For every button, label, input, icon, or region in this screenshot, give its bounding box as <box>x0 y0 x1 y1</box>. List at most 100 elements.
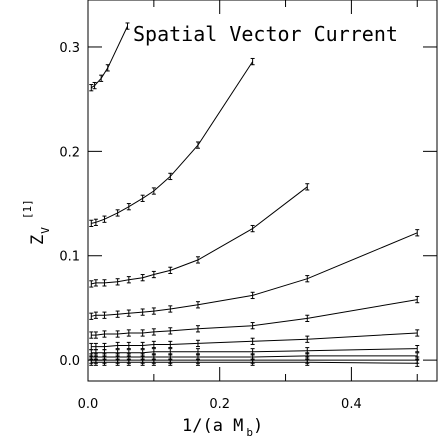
data-point <box>305 335 310 343</box>
data-point <box>102 358 107 366</box>
series-line <box>91 348 418 354</box>
data-point <box>151 307 156 315</box>
series-line <box>91 361 418 364</box>
data-point <box>305 314 310 323</box>
plot-frame <box>87 0 438 382</box>
data-point <box>93 279 98 287</box>
data-point <box>93 311 98 319</box>
y-tick-label: 0.0 <box>59 354 80 369</box>
y-tick-label: 0.1 <box>59 250 80 265</box>
data-point <box>126 276 131 284</box>
data-point <box>93 218 98 226</box>
y-axis-label-main: Z <box>28 235 48 245</box>
data-point <box>102 311 107 319</box>
data-point <box>89 331 94 339</box>
data-point <box>305 358 310 366</box>
series-1 <box>89 22 130 92</box>
data-point <box>89 84 94 92</box>
y-tick-label: 0.2 <box>59 145 80 160</box>
data-point <box>93 331 98 339</box>
x-tick-label: 0.4 <box>341 397 362 412</box>
data-point <box>168 340 173 349</box>
data-point <box>105 64 110 72</box>
data-point <box>250 224 255 233</box>
series-line <box>91 25 128 89</box>
data-point <box>126 309 131 317</box>
data-point <box>415 359 420 367</box>
chart-title: Spatial Vector Current <box>133 22 398 46</box>
axis-ticks <box>87 0 437 381</box>
data-point <box>195 301 200 309</box>
data-point <box>140 308 145 316</box>
series-6 <box>89 329 420 351</box>
x-axis-label-main: 1/(a M <box>182 416 243 436</box>
data-point <box>126 341 131 350</box>
data-point <box>115 358 120 366</box>
data-point <box>151 340 156 349</box>
data-point <box>195 358 200 366</box>
series-7 <box>89 345 420 357</box>
data-point <box>99 74 104 82</box>
data-point <box>250 322 255 330</box>
series-10 <box>89 358 420 367</box>
data-point <box>102 215 107 223</box>
series-4 <box>89 229 420 320</box>
data-point <box>140 341 145 350</box>
data-point <box>151 187 156 195</box>
data-point <box>195 339 200 348</box>
data-point <box>89 219 94 228</box>
data-point <box>305 183 310 191</box>
series-3 <box>89 183 310 288</box>
x-axis-label-subscript: b <box>246 426 253 439</box>
data-point <box>93 358 98 366</box>
data-point <box>250 337 255 345</box>
data-point <box>151 358 156 366</box>
data-point <box>168 358 173 366</box>
data-point <box>415 229 420 237</box>
data-point <box>195 325 200 333</box>
data-point <box>415 345 420 353</box>
y-axis-label: ZV [1] <box>21 199 52 245</box>
data-point <box>250 57 255 66</box>
data-point <box>126 358 131 366</box>
data-point <box>125 22 130 30</box>
data-point <box>102 279 107 287</box>
data-point <box>168 266 173 274</box>
tick-labels: 0.0 0.2 0.4 0.0 0.1 0.2 0.3 <box>59 41 361 412</box>
data-point <box>250 291 255 300</box>
data-point <box>92 81 97 90</box>
data-point <box>126 329 131 337</box>
data-point <box>89 358 94 366</box>
data-point <box>168 172 173 181</box>
data-point <box>115 278 120 286</box>
data-point <box>89 312 94 320</box>
data-point <box>140 329 145 337</box>
data-point <box>151 328 156 336</box>
series-line <box>91 232 418 317</box>
data-point <box>140 274 145 282</box>
series-line <box>91 186 308 285</box>
data-point <box>140 194 145 202</box>
data-point <box>115 341 120 350</box>
y-axis-label-subscript: V <box>39 227 52 234</box>
data-point <box>140 358 145 366</box>
series-line <box>91 332 418 348</box>
x-tick-label: 0.0 <box>78 397 99 412</box>
series-2 <box>89 57 255 228</box>
data-point <box>115 330 120 338</box>
series-5 <box>89 295 420 339</box>
data-point <box>168 327 173 335</box>
data-point <box>195 256 200 264</box>
data-point <box>415 329 420 337</box>
data-point <box>115 310 120 318</box>
series-line <box>91 299 418 336</box>
data-series <box>89 22 420 367</box>
data-point <box>115 209 120 217</box>
data-point <box>151 270 156 279</box>
data-point <box>102 330 107 338</box>
y-axis-label-superscript: [1] <box>21 199 34 219</box>
data-point <box>415 295 420 304</box>
